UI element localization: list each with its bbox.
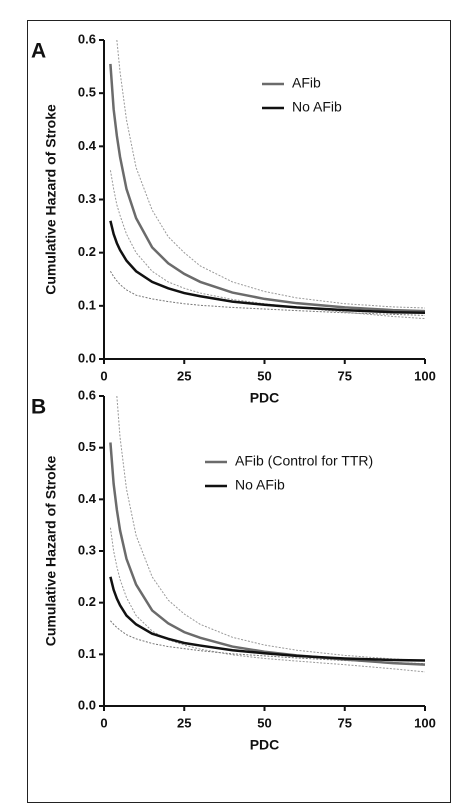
- x-tick-label: 0: [100, 368, 107, 383]
- panel-label: A: [31, 40, 46, 63]
- series-line: [110, 620, 426, 665]
- series-line: [109, 170, 426, 320]
- series-line: [109, 527, 426, 673]
- y-tick-label: 0.4: [78, 138, 97, 153]
- figure-border: [27, 20, 451, 803]
- x-axis-label: PDC: [250, 390, 280, 406]
- x-tick-label: 100: [414, 368, 436, 383]
- x-tick-label: 50: [257, 715, 271, 730]
- legend-label: AFib: [292, 75, 321, 91]
- x-axis-label: PDC: [250, 737, 280, 753]
- y-tick-label: 0.6: [78, 387, 96, 402]
- y-tick-label: 0.1: [78, 297, 96, 312]
- legend-label: AFib (Control for TTR): [235, 453, 373, 469]
- legend-label: No AFib: [235, 477, 285, 493]
- y-axis-label: Cumulative Hazard of Stroke: [43, 455, 59, 646]
- y-tick-label: 0.1: [78, 646, 96, 661]
- y-tick-label: 0.0: [78, 350, 96, 365]
- y-axis-label: Cumulative Hazard of Stroke: [43, 104, 59, 295]
- series-line: [116, 39, 426, 309]
- series-line: [116, 395, 426, 662]
- x-tick-label: 50: [257, 368, 271, 383]
- y-tick-label: 0.2: [78, 594, 96, 609]
- series-line: [109, 220, 426, 314]
- x-tick-label: 0: [100, 715, 107, 730]
- x-tick-label: 100: [414, 715, 436, 730]
- y-tick-label: 0.3: [78, 191, 96, 206]
- y-tick-label: 0.2: [78, 244, 96, 259]
- y-tick-label: 0.3: [78, 542, 96, 557]
- x-tick-label: 25: [177, 715, 191, 730]
- y-tick-label: 0.5: [78, 439, 96, 454]
- y-tick-label: 0.6: [78, 31, 96, 46]
- x-tick-label: 75: [338, 715, 352, 730]
- panel-label: B: [31, 396, 46, 419]
- y-tick-label: 0.5: [78, 85, 96, 100]
- x-tick-label: 75: [338, 368, 352, 383]
- series-line: [109, 576, 426, 662]
- series-line: [109, 63, 426, 313]
- y-tick-label: 0.4: [78, 491, 97, 506]
- legend-label: No AFib: [292, 99, 342, 115]
- y-tick-label: 0.0: [78, 697, 96, 712]
- x-tick-label: 25: [177, 368, 191, 383]
- series-line: [109, 271, 426, 316]
